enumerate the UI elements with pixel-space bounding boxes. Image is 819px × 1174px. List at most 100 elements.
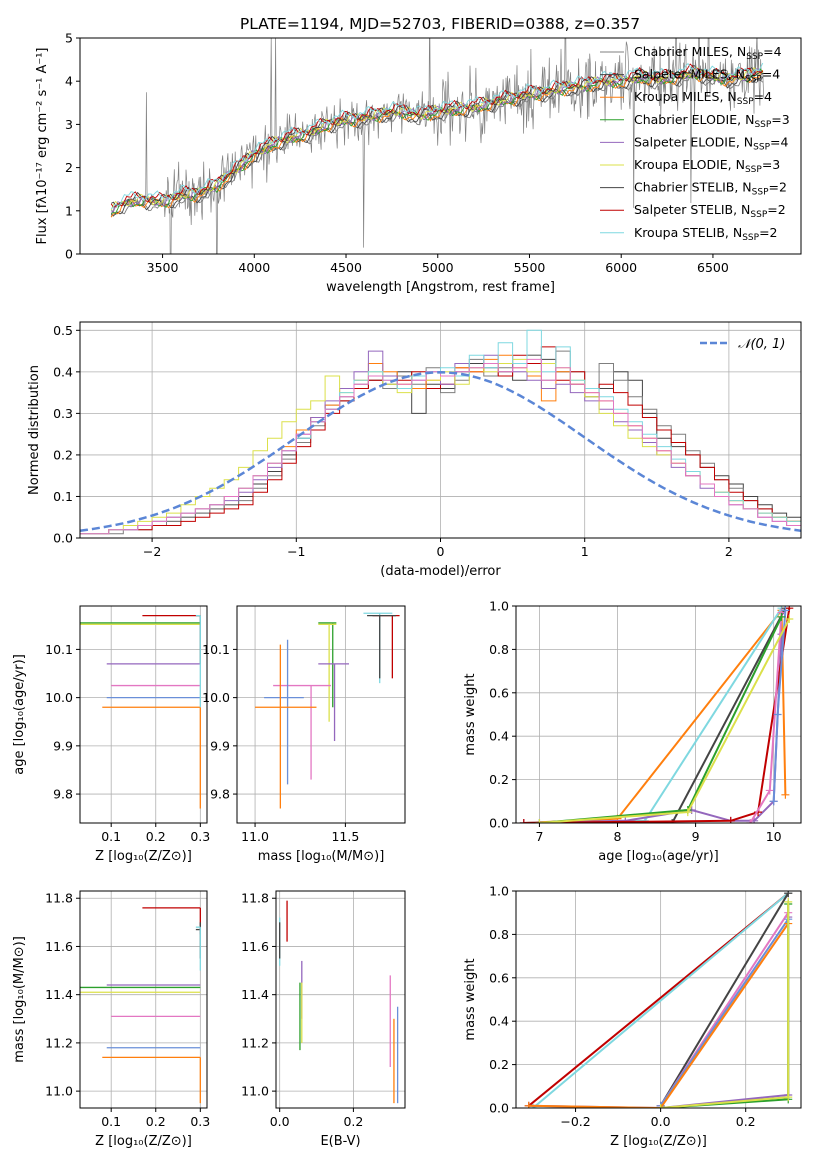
z_age-series: [80, 614, 201, 809]
age_cdf-series: [519, 606, 794, 823]
z_mass-ytick-label: 11.0: [45, 1084, 73, 1099]
cdf-marker: [726, 816, 735, 823]
z_age-ytick-label: 10.1: [45, 642, 73, 657]
cdf-marker: [519, 819, 528, 823]
z_age-ylabel: age [log₁₀(age/yr)]: [12, 654, 27, 775]
z_mass-axes: 0.1 0.2 0.3 11.0 11.2 11.4 11.6 11.8 Z [log₁₀(Z/…: [12, 891, 210, 1149]
z_cdf-xtick-label: −0.2: [560, 1114, 590, 1129]
mass_age-ytick-label: 10.0: [202, 690, 230, 705]
age_cdf-ytick-label: 0.4: [489, 729, 509, 744]
legend-entry: Chabrier ELODIE, NSSP=3: [634, 112, 790, 130]
spectrum-ytick-label: 1: [65, 203, 73, 218]
legend-label: Kroupa ELODIE, N: [634, 157, 745, 172]
legend-label: Kroupa STELIB, N: [634, 225, 742, 240]
cdf-line: [523, 607, 783, 823]
mass_age-xlabel: mass [log₁₀(M/M⊙)]: [258, 849, 385, 864]
ebv_mass-ytick-label: 11.2: [241, 1035, 269, 1050]
age_cdf-xtick-label: 7: [535, 829, 543, 844]
cdf-marker: [781, 606, 790, 615]
mass_age-xtick-label: 11.0: [241, 829, 269, 844]
z_cdf-xtick-label: 0.0: [651, 1114, 671, 1129]
z_mass-ylabel: mass [log₁₀(M/M⊙)]: [12, 936, 27, 1063]
z_cdf-xlabel: Z [log₁₀(Z/Z⊙)]: [610, 1134, 707, 1149]
residuals-xtick-label: 1: [581, 544, 589, 559]
legend-label: Salpeter ELODIE, N: [634, 134, 753, 149]
residuals-ytick-label: 0.5: [53, 323, 73, 338]
z_mass-xtick-label: 0.1: [101, 1114, 121, 1129]
mass_age-frame: [236, 605, 406, 824]
ebv_mass-ytick-label: 11.4: [241, 987, 269, 1002]
z_cdf-xtick-label: 0.2: [736, 1114, 756, 1129]
spectrum-xtick-label: 6000: [605, 260, 637, 275]
z_age-xtick-label: 0.1: [101, 829, 121, 844]
legend-entry: Salpeter ELODIE, NSSP=4: [634, 134, 789, 152]
spectrum-model-line: [110, 72, 764, 216]
z_mass-series: [80, 907, 201, 1104]
cdf-marker: [535, 819, 544, 823]
ebv_mass-ytick-label: 11.0: [241, 1084, 269, 1099]
z_mass-xlabel: Z [log₁₀(Z/Z⊙)]: [95, 1134, 192, 1149]
cdf-line: [528, 922, 790, 1108]
legend-entry: Kroupa STELIB, NSSP=2: [634, 225, 778, 243]
spectrum-ytick-label: 3: [65, 117, 73, 132]
z_mass-frame: [79, 890, 208, 1109]
z_mass-xtick-label: 0.2: [146, 1114, 166, 1129]
mass_age-ytick-label: 10.1: [202, 642, 230, 657]
age_cdf-frame: [515, 605, 802, 824]
spectrum-ytick-label: 0: [65, 247, 73, 262]
z_cdf-ytick-label: 0.4: [489, 1014, 509, 1029]
ebv_mass-xlabel: E(B-V): [320, 1134, 360, 1149]
spectrum-xtick-label: 6500: [697, 260, 729, 275]
legend-suffix: =4: [763, 44, 781, 59]
legend-label: Chabrier ELODIE, N: [634, 112, 754, 127]
legend-subscript: SSP: [752, 188, 769, 198]
cdf-marker: [773, 710, 782, 719]
z_cdf-axes: −0.2 0.0 0.2 0.0 0.2 0.4 0.6 0.8 1.0 Z [log₁₀(Z/Z…: [463, 884, 801, 1149]
ebv_mass-xtick-label: 0.0: [270, 1114, 290, 1129]
z_age-ytick-label: 10.0: [45, 690, 73, 705]
ebv_mass-ytick-label: 11.6: [241, 939, 269, 954]
legend-subscript: SSP: [737, 97, 754, 107]
cdf-line: [671, 607, 787, 823]
cdf-marker: [746, 819, 755, 823]
mass_age-axes: 11.0 11.5 9.8 9.9 10.0 10.1 mass [log₁₀(M/M⊙)]: [202, 606, 405, 864]
figure-title: PLATE=1194, MJD=52703, FIBERID=0388, z=0…: [240, 15, 640, 33]
ebv_mass-grid: [276, 891, 405, 1108]
legend-entry: Kroupa MILES, NSSP=4: [634, 89, 772, 107]
residuals-ytick-label: 0.3: [53, 406, 73, 421]
legend-suffix: =2: [769, 180, 787, 195]
z_age-xtick-label: 0.3: [190, 829, 210, 844]
spectrum-xtick-label: 4000: [238, 260, 270, 275]
age_cdf-xtick-label: 10: [766, 829, 782, 844]
mass_age-ytick-label: 9.9: [210, 738, 230, 753]
cdf-marker: [656, 1104, 665, 1108]
age_cdf-axes: 7 8 9 10 0.0 0.2 0.4 0.6 0.8 1.0 age [log₁₀(age/yr…: [463, 599, 801, 864]
cdf-line: [659, 918, 790, 1107]
z_mass-xtick-label: 0.3: [190, 1114, 210, 1129]
z_cdf-frame: [515, 890, 802, 1109]
gaussian-curve: [80, 371, 801, 532]
cdf-line: [523, 634, 783, 823]
legend-subscript: SSP: [745, 165, 762, 175]
z_age-ytick-label: 9.9: [53, 738, 73, 753]
ebv_mass-axes: 0.0 0.2 11.0 11.2 11.4 11.6 11.8 E(B-V): [241, 891, 405, 1149]
age_cdf-ytick-label: 1.0: [489, 599, 509, 614]
spectrum-ytick-label: 2: [65, 160, 73, 175]
legend-subscript: SSP: [753, 142, 770, 152]
legend-suffix: =4: [762, 67, 780, 82]
spectrum-ytick-label: 5: [65, 31, 73, 46]
legend-label: 𝒩(0, 1): [738, 337, 785, 352]
residuals-ytick-label: 0.2: [53, 447, 73, 462]
spectrum-xlabel: wavelength [Angstrom, rest frame]: [326, 280, 555, 295]
legend-subscript: SSP: [745, 75, 762, 85]
legend-entry: Salpeter MILES, NSSP=4: [634, 67, 780, 85]
legend-suffix: =3: [762, 157, 780, 172]
residuals-xtick-label: −2: [143, 544, 161, 559]
legend-suffix: =2: [759, 225, 777, 240]
cdf-marker: [668, 819, 677, 823]
z_mass-ytick-label: 11.8: [45, 891, 73, 906]
cdf-marker: [785, 615, 794, 624]
z_cdf-ytick-label: 0.0: [489, 1101, 509, 1116]
age_cdf-ytick-label: 0.8: [489, 642, 509, 657]
